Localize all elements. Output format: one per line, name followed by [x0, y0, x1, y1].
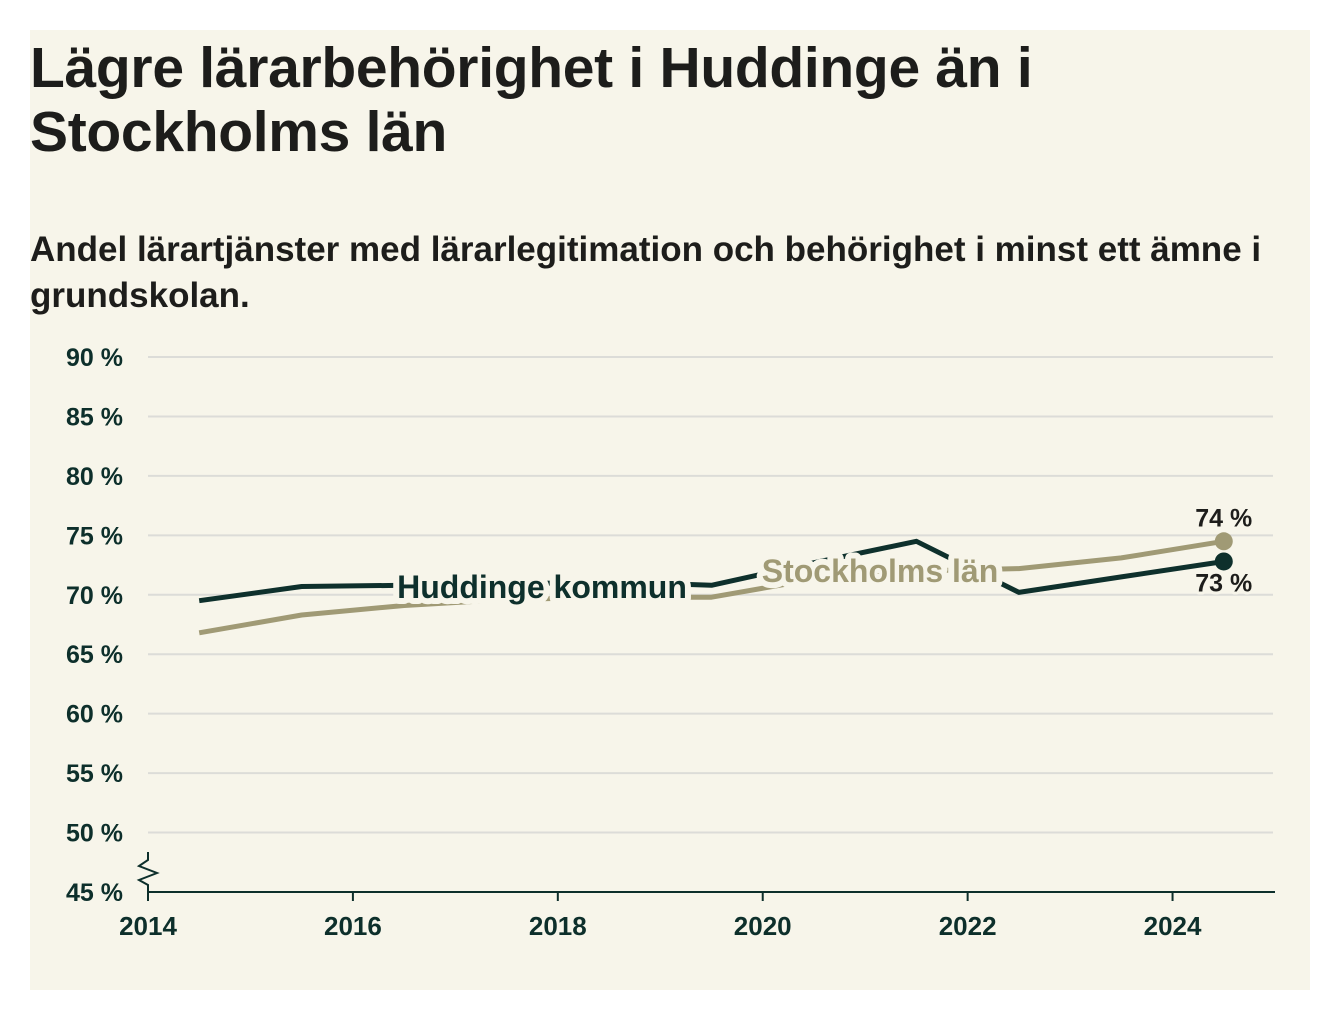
y-tick-label: 80 % [66, 463, 123, 491]
x-tick-label: 2020 [734, 911, 792, 941]
series-label: Huddinge kommun [397, 569, 687, 605]
y-tick-label: 55 % [66, 760, 123, 788]
x-tick-label: 2014 [119, 911, 177, 941]
chart-panel [30, 30, 1310, 990]
y-tick-label: 45 % [66, 879, 123, 907]
y-tick-label: 65 % [66, 641, 123, 669]
series-line-stockholms-län [198, 538, 1225, 636]
y-tick-label: 50 % [66, 820, 123, 848]
y-tick-label: 85 % [66, 403, 123, 431]
y-tick-label: 60 % [66, 701, 123, 729]
axis-break-icon [136, 852, 160, 892]
series-end-point [1214, 552, 1233, 571]
chart-subtitle: Andel lärartjänster med lärarlegitimatio… [30, 230, 1262, 315]
x-tick-label: 2022 [939, 911, 997, 941]
y-tick-label: 75 % [66, 522, 123, 550]
y-tick-label: 90 % [66, 344, 123, 372]
end-value-label: 73 % [1195, 569, 1252, 597]
x-tick-label: 2016 [324, 911, 382, 941]
x-tick-label: 2018 [529, 911, 587, 941]
end-value-label: 74 % [1195, 504, 1252, 532]
series-line-huddinge-kommun [198, 538, 1225, 604]
series-end-point [1214, 532, 1233, 551]
x-tick-label: 2024 [1144, 911, 1202, 941]
chart-title: Lägre lärarbehörighet i Huddinge än i St… [30, 36, 1033, 164]
y-tick-label: 70 % [66, 582, 123, 610]
series-label: Stockholms län [762, 553, 999, 589]
